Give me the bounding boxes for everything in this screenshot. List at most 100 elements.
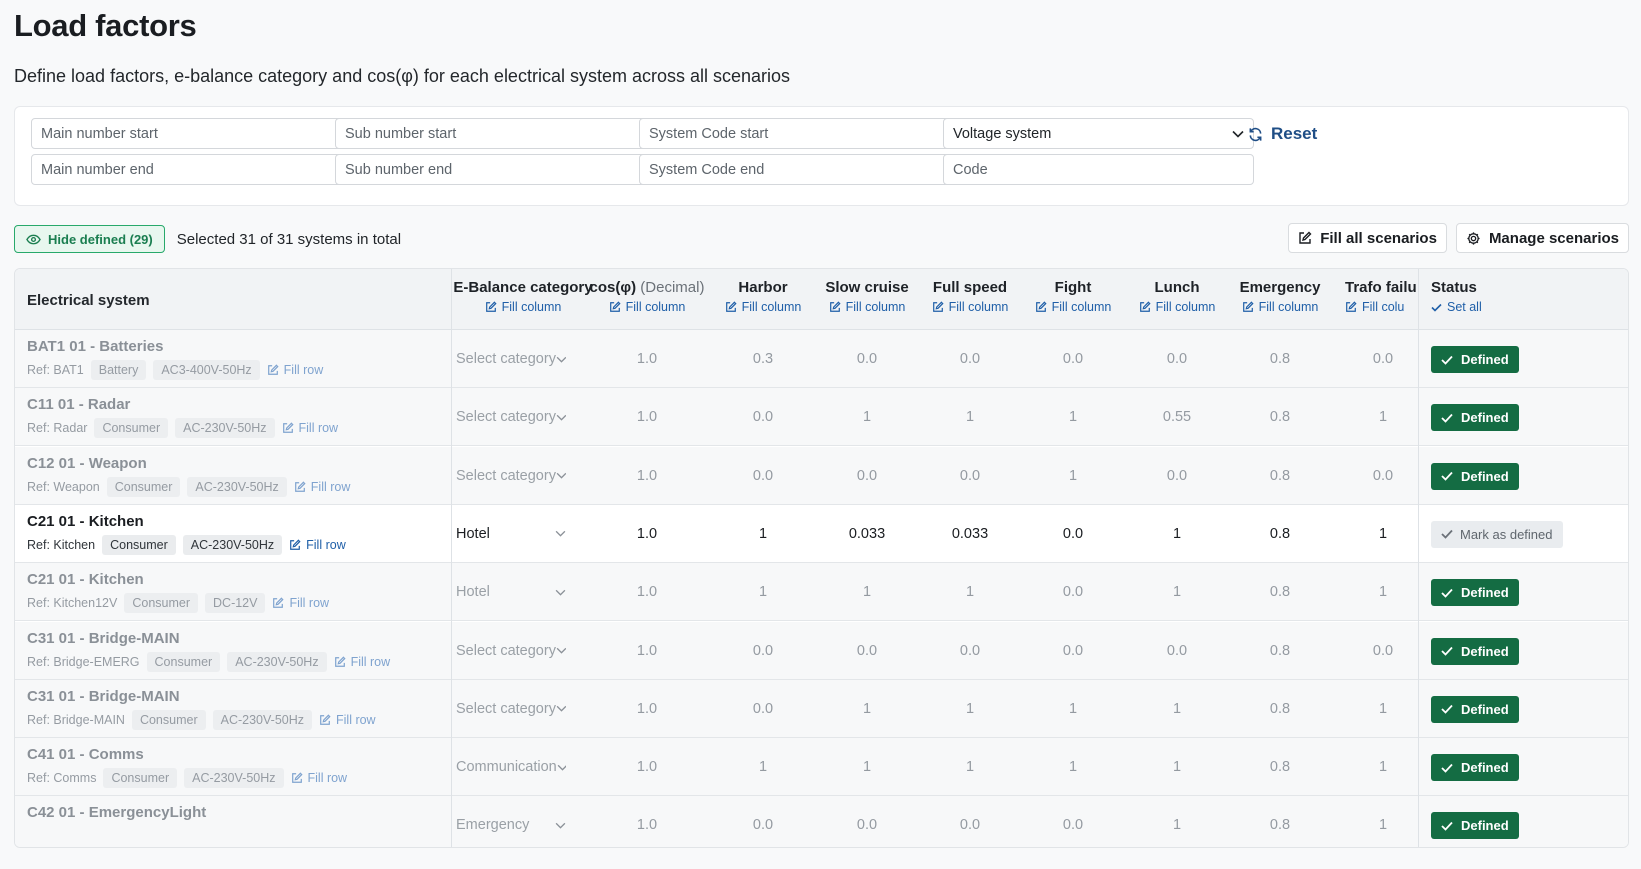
defined-status-button[interactable]: Defined xyxy=(1431,812,1519,840)
lunch-cell[interactable]: 1 xyxy=(1172,525,1182,542)
lunch-cell[interactable]: 0.0 xyxy=(1166,642,1188,659)
fill-row-button[interactable]: Fill row xyxy=(272,596,329,610)
harbor-cell[interactable]: 0.0 xyxy=(752,467,774,484)
cos-phi-cell[interactable]: 1.0 xyxy=(636,467,658,484)
harbor-cell[interactable]: 0.3 xyxy=(752,351,774,367)
defined-status-button[interactable]: Defined xyxy=(1431,637,1519,665)
cos-phi-cell[interactable]: 1.0 xyxy=(636,351,658,367)
trafo-failure-cell[interactable]: 0.0 xyxy=(1372,467,1394,484)
lunch-cell[interactable]: 0.0 xyxy=(1166,351,1188,367)
cos-phi-cell[interactable]: 1.0 xyxy=(636,409,658,426)
fight-cell[interactable]: 0.0 xyxy=(1062,817,1084,834)
fight-cell[interactable]: 0.0 xyxy=(1062,525,1084,542)
cos-phi-cell[interactable]: 1.0 xyxy=(636,525,658,542)
category-select[interactable]: Select category xyxy=(456,402,566,432)
code-input[interactable] xyxy=(943,154,1254,185)
fight-cell[interactable]: 1 xyxy=(1068,700,1078,717)
main-number-end-input[interactable] xyxy=(31,154,342,185)
lunch-cell[interactable]: 1 xyxy=(1172,700,1182,717)
trafo-failure-cell[interactable]: 1 xyxy=(1378,700,1388,717)
trafo-failure-cell[interactable]: 1 xyxy=(1378,584,1388,601)
fight-cell[interactable]: 0.0 xyxy=(1062,584,1084,601)
hide-defined-button[interactable]: Hide defined (29) xyxy=(14,225,165,253)
full-speed-cell[interactable]: 1 xyxy=(965,584,975,601)
full-speed-cell[interactable]: 1 xyxy=(965,700,975,717)
sub-number-start-input[interactable] xyxy=(335,118,646,149)
set-all-button[interactable]: Set all xyxy=(1431,300,1482,314)
defined-status-button[interactable]: Defined xyxy=(1431,462,1519,490)
sub-number-end-input[interactable] xyxy=(335,154,646,185)
slow-cruise-cell[interactable]: 0.0 xyxy=(856,642,878,659)
fill-column-button[interactable]: Fill column xyxy=(688,300,838,314)
fill-column-button[interactable]: Fill column xyxy=(998,300,1148,314)
category-select[interactable]: Emergency xyxy=(456,810,566,840)
emergency-cell[interactable]: 0.8 xyxy=(1269,409,1291,426)
slow-cruise-cell[interactable]: 0.0 xyxy=(856,351,878,367)
fill-row-button[interactable]: Fill row xyxy=(319,713,376,727)
category-select[interactable]: Select category xyxy=(456,344,566,374)
emergency-cell[interactable]: 0.8 xyxy=(1269,817,1291,834)
full-speed-cell[interactable]: 0.033 xyxy=(951,525,989,542)
emergency-cell[interactable]: 0.8 xyxy=(1269,467,1291,484)
slow-cruise-cell[interactable]: 1 xyxy=(862,409,872,426)
cos-phi-cell[interactable]: 1.0 xyxy=(636,584,658,601)
fill-column-button[interactable]: Fill column xyxy=(895,300,1045,314)
mark-as-defined-button[interactable]: Mark as defined xyxy=(1431,520,1563,548)
emergency-cell[interactable]: 0.8 xyxy=(1269,525,1291,542)
trafo-failure-cell[interactable]: 1 xyxy=(1378,759,1388,776)
harbor-cell[interactable]: 0.0 xyxy=(752,409,774,426)
voltage-system-select[interactable]: Voltage system xyxy=(943,118,1254,149)
full-speed-cell[interactable]: 0.0 xyxy=(959,642,981,659)
fill-column-button[interactable]: Fill column xyxy=(572,300,722,314)
slow-cruise-cell[interactable]: 0.033 xyxy=(848,525,886,542)
slow-cruise-cell[interactable]: 0.0 xyxy=(856,467,878,484)
fill-row-button[interactable]: Fill row xyxy=(289,538,346,552)
emergency-cell[interactable]: 0.8 xyxy=(1269,642,1291,659)
harbor-cell[interactable]: 1 xyxy=(758,759,768,776)
lunch-cell[interactable]: 1 xyxy=(1172,817,1182,834)
system-code-start-input[interactable] xyxy=(639,118,950,149)
defined-status-button[interactable]: Defined xyxy=(1431,346,1519,373)
fill-row-button[interactable]: Fill row xyxy=(334,655,390,669)
fill-column-button[interactable]: Fill column xyxy=(1205,300,1355,314)
reset-button[interactable]: Reset xyxy=(1248,124,1317,144)
fill-column-button[interactable]: Fill column xyxy=(1102,300,1252,314)
main-number-start-input[interactable] xyxy=(31,118,342,149)
fight-cell[interactable]: 1 xyxy=(1068,409,1078,426)
fill-column-button[interactable]: Fill column xyxy=(448,300,598,314)
emergency-cell[interactable]: 0.8 xyxy=(1269,759,1291,776)
fill-row-button[interactable]: Fill row xyxy=(294,480,350,494)
lunch-cell[interactable]: 0.55 xyxy=(1162,409,1192,426)
full-speed-cell[interactable]: 1 xyxy=(965,409,975,426)
harbor-cell[interactable]: 0.0 xyxy=(752,642,774,659)
category-select[interactable]: Hotel xyxy=(456,577,566,607)
lunch-cell[interactable]: 1 xyxy=(1172,759,1182,776)
emergency-cell[interactable]: 0.8 xyxy=(1269,700,1291,717)
category-select[interactable]: Select category xyxy=(456,694,566,724)
category-select[interactable]: Communication xyxy=(456,752,566,782)
emergency-cell[interactable]: 0.8 xyxy=(1269,351,1291,367)
defined-status-button[interactable]: Defined xyxy=(1431,404,1519,432)
fight-cell[interactable]: 0.0 xyxy=(1062,351,1084,367)
slow-cruise-cell[interactable]: 0.0 xyxy=(856,817,878,834)
fight-cell[interactable]: 1 xyxy=(1068,759,1078,776)
fill-column-button[interactable]: Fill colu xyxy=(1345,300,1417,314)
harbor-cell[interactable]: 1 xyxy=(758,525,768,542)
full-speed-cell[interactable]: 0.0 xyxy=(959,351,981,367)
trafo-failure-cell[interactable]: 0.0 xyxy=(1372,351,1394,367)
defined-status-button[interactable]: Defined xyxy=(1431,695,1519,723)
manage-scenarios-button[interactable]: Manage scenarios xyxy=(1455,223,1629,253)
cos-phi-cell[interactable]: 1.0 xyxy=(636,700,658,717)
slow-cruise-cell[interactable]: 1 xyxy=(862,759,872,776)
full-speed-cell[interactable]: 1 xyxy=(965,759,975,776)
harbor-cell[interactable]: 0.0 xyxy=(752,700,774,717)
fight-cell[interactable]: 1 xyxy=(1068,467,1078,484)
category-select[interactable]: Hotel xyxy=(456,519,566,549)
fill-row-button[interactable]: Fill row xyxy=(267,363,323,377)
full-speed-cell[interactable]: 0.0 xyxy=(959,817,981,834)
emergency-cell[interactable]: 0.8 xyxy=(1269,584,1291,601)
slow-cruise-cell[interactable]: 1 xyxy=(862,700,872,717)
category-select[interactable]: Select category xyxy=(456,636,566,666)
system-code-end-input[interactable] xyxy=(639,154,950,185)
fill-row-button[interactable]: Fill row xyxy=(291,771,347,785)
